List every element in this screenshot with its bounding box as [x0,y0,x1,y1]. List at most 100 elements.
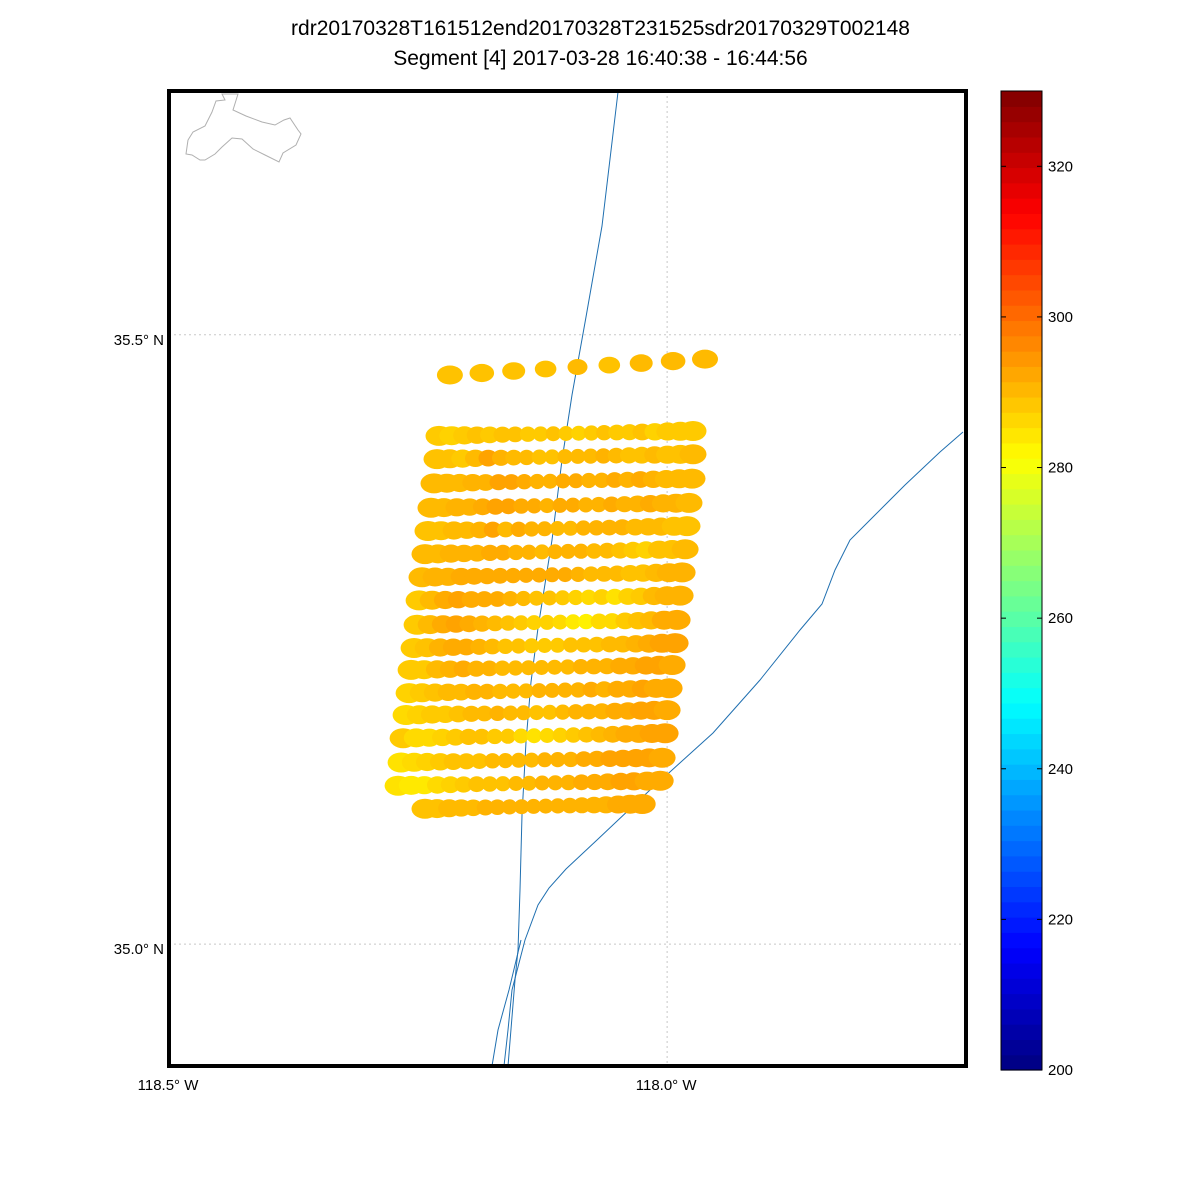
footprint [567,359,588,375]
footprint [596,425,613,441]
colorbar-tick-label: 200 [1048,1062,1073,1079]
footprint [661,633,689,654]
footprint [578,613,595,630]
colorbar-segment [1001,335,1042,352]
colorbar-segment [1001,259,1042,276]
colorbar-segment [1001,320,1042,337]
footprint [493,426,512,443]
footprint [436,365,463,385]
colorbar-segment [1001,289,1042,306]
colorbar-segment [1001,198,1042,214]
colorbar-segment [1001,1054,1042,1071]
road-line-east-branch [503,431,964,1066]
footprint [537,638,553,653]
footprint [518,683,534,699]
colorbar-segment [1001,91,1042,107]
footprint [571,425,587,441]
footprint [552,497,568,513]
footprint [502,705,519,721]
footprint [558,426,574,441]
colorbar-segment [1001,611,1042,627]
colorbar-segment [1001,366,1042,383]
footprint [486,728,503,745]
colorbar-segment [1001,825,1042,842]
footprint [560,543,576,559]
footprint [497,753,514,769]
footprint [483,521,502,538]
footprint [453,660,473,678]
footprint [537,752,553,768]
footprint [580,703,598,720]
footprint [489,799,506,815]
colorbar-segment [1001,243,1042,260]
footprint [607,447,625,464]
lon-tick-label: 118.0° W [636,1077,698,1094]
footprint [557,682,573,698]
colorbar-segment [1001,901,1042,918]
footprint [531,683,547,699]
lat-tick-label: 35.5° N [114,332,164,349]
colorbar-segment [1001,565,1042,582]
footprint [456,638,476,656]
footprint [510,638,527,654]
footprint [671,539,699,560]
colorbar-segment [1001,855,1042,872]
footprint [608,424,626,441]
footprint [508,544,524,561]
colorbar-segment [1001,809,1042,826]
footprint [513,615,529,631]
map-title: rdr20170328T161512end20170328T231525sdr2… [291,17,910,40]
colorbar-segment [1001,167,1042,184]
colorbar-segment [1001,381,1042,398]
colorbar-tick-label: 320 [1048,158,1073,175]
footprint [547,659,563,675]
footprint [478,449,498,467]
colorbar-segment [1001,917,1042,933]
footprint [515,590,532,607]
colorbar-segment [1001,519,1042,536]
footprint [590,613,608,630]
footprint [582,448,599,464]
colorbar-segment [1001,672,1042,689]
colorbar-tick-label: 280 [1048,460,1073,477]
footprint [555,473,571,489]
footprint [560,659,576,675]
coastline-outline [185,93,302,163]
footprint [445,728,466,746]
footprint [692,349,718,369]
footprint [668,562,696,583]
colorbar-segment [1001,152,1042,169]
footprint [658,655,686,675]
footprint [628,794,656,814]
footprint [673,516,701,537]
footprint [678,468,706,489]
footprint [484,753,501,769]
footprint [593,589,611,605]
colorbar-segment [1001,626,1042,643]
colorbar-segment [1001,779,1042,796]
footprint [663,609,691,630]
footprint [561,797,578,814]
colorbar-segment [1001,136,1042,153]
footprint [655,678,683,699]
colorbar-segment [1001,182,1042,199]
footprint [476,799,495,816]
footprint [542,704,558,720]
footprint [552,614,568,630]
footprint [590,496,607,513]
footprint [516,474,533,490]
footprint [575,520,592,536]
footprint [544,682,560,698]
footprint [465,683,484,700]
footprint [475,474,496,491]
footprint [534,360,557,378]
footprint [583,425,600,441]
footprint [537,521,553,537]
colorbar-segment [1001,274,1042,291]
footprint [582,681,600,698]
footprint [562,751,579,768]
footprint [459,728,478,746]
footprint [603,496,621,513]
footprint [448,705,468,723]
